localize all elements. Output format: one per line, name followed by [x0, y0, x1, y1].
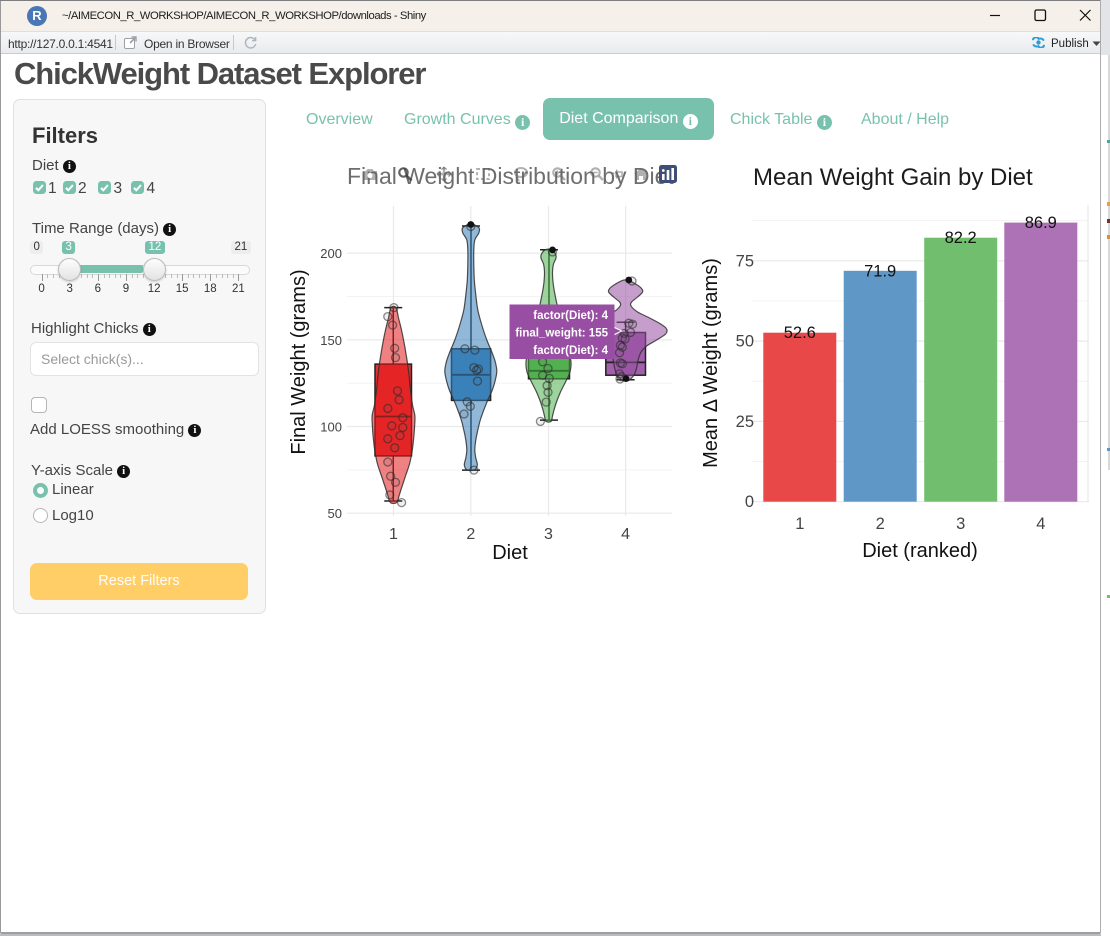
svg-text:150: 150 — [320, 333, 342, 348]
svg-text:factor(Diet): 4: factor(Diet): 4 — [533, 310, 608, 322]
svg-text:71.9: 71.9 — [864, 262, 896, 280]
svg-text:3: 3 — [544, 526, 553, 543]
svg-text:82.2: 82.2 — [945, 229, 977, 247]
svg-text:52.6: 52.6 — [784, 324, 816, 342]
svg-text:2: 2 — [466, 526, 475, 543]
svg-text:86.9: 86.9 — [1025, 214, 1057, 232]
svg-text:100: 100 — [320, 420, 342, 435]
svg-text:Diet (ranked): Diet (ranked) — [862, 540, 978, 562]
svg-text:200: 200 — [320, 246, 342, 261]
svg-text:Final Weight Distribution by D: Final Weight Distribution by Diet — [347, 163, 674, 189]
svg-text:0: 0 — [745, 493, 754, 511]
svg-text:4: 4 — [621, 526, 630, 543]
svg-text:1: 1 — [795, 515, 804, 533]
svg-text:Final Weight (grams): Final Weight (grams) — [288, 269, 310, 454]
svg-text:50: 50 — [736, 333, 754, 351]
svg-text:3: 3 — [956, 515, 965, 533]
svg-text:2: 2 — [876, 515, 885, 533]
svg-text:25: 25 — [736, 413, 754, 431]
svg-text:Mean Δ Weight (grams): Mean Δ Weight (grams) — [700, 258, 722, 468]
svg-text:50: 50 — [328, 506, 342, 521]
svg-text:4: 4 — [1036, 515, 1045, 533]
svg-text:75: 75 — [736, 252, 754, 270]
svg-text:Mean Weight Gain by Diet: Mean Weight Gain by Diet — [753, 164, 1033, 191]
svg-text:Diet: Diet — [492, 542, 528, 564]
svg-text:factor(Diet): 4: factor(Diet): 4 — [533, 345, 608, 357]
svg-text:final_weight: 155: final_weight: 155 — [515, 328, 608, 340]
svg-text:1: 1 — [389, 526, 398, 543]
